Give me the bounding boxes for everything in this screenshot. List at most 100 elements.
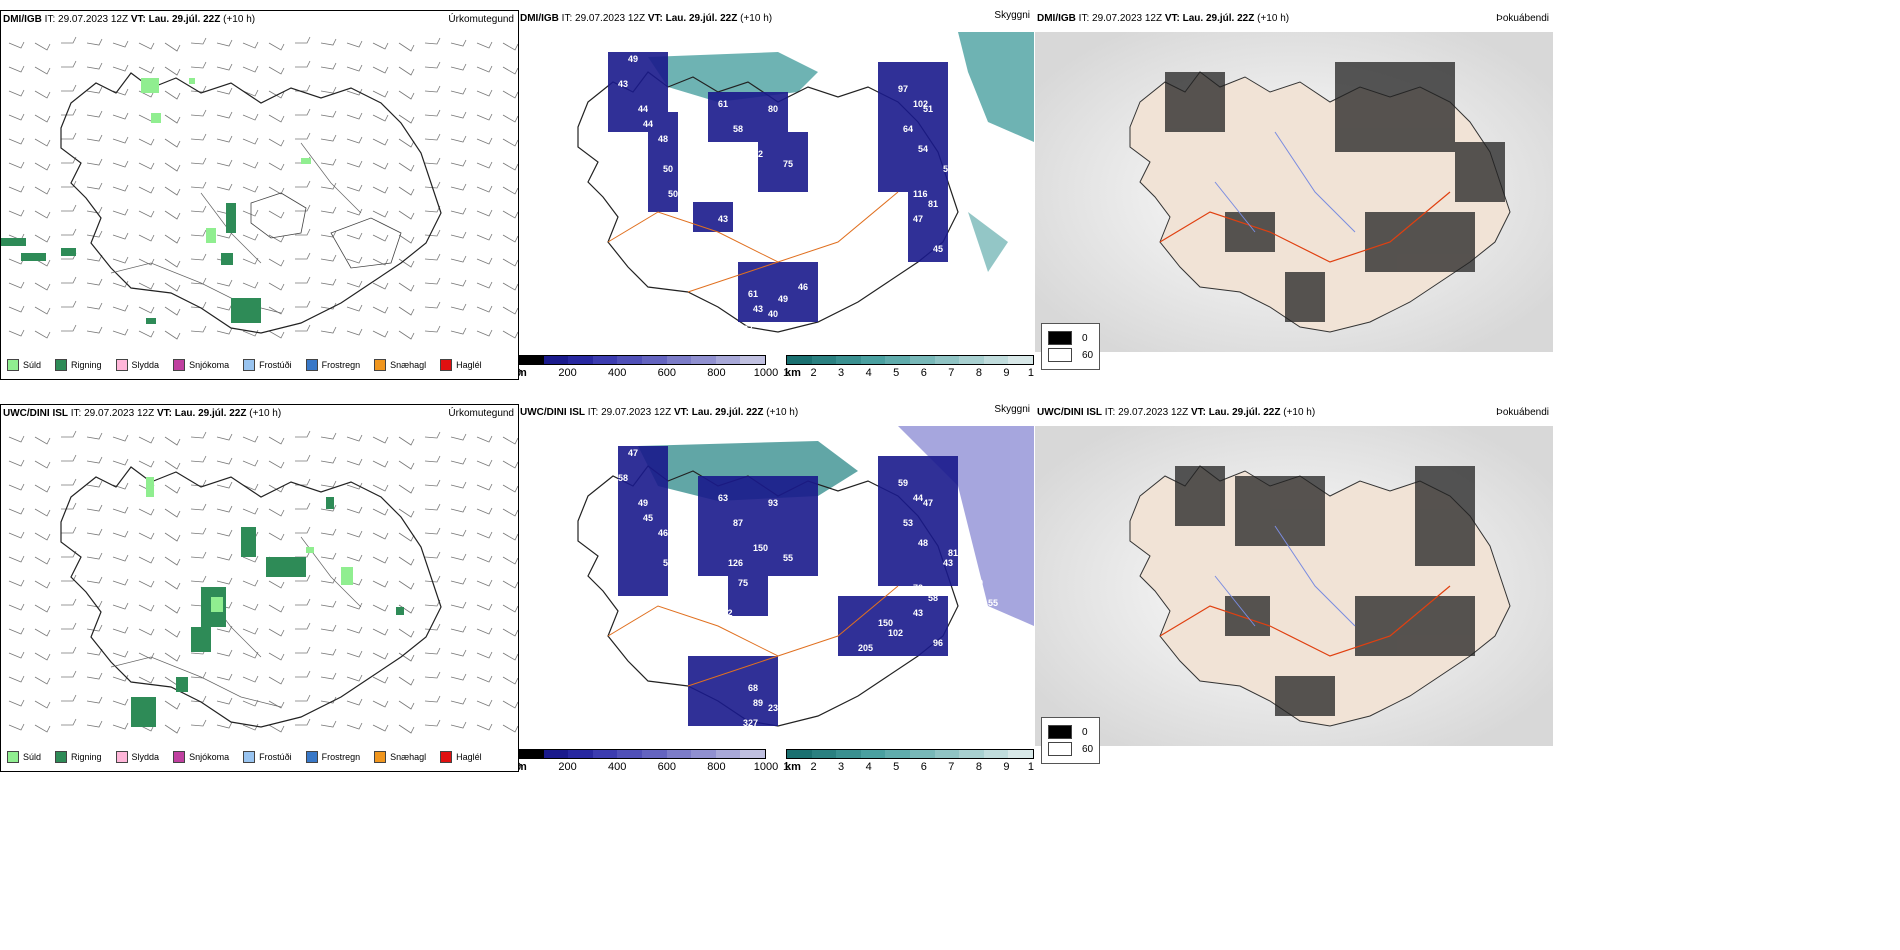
colorbar-tick: 7 [948, 761, 955, 772]
wind-barb-icon [34, 580, 51, 589]
colorbar-tick: 800 [707, 367, 726, 378]
wind-barb-icon [242, 89, 259, 97]
ceiling-value-label: 96 [933, 638, 943, 648]
wind-barb-icon [346, 698, 363, 706]
ceiling-value-label: 47 [923, 498, 933, 508]
wind-barb-icon [320, 432, 337, 440]
wind-barb-icon [424, 37, 441, 45]
wind-barb-icon [502, 42, 518, 51]
model-name: DMI/IGB [1037, 13, 1076, 24]
wind-barb-icon [242, 137, 259, 145]
wind-barb-icon [372, 724, 389, 732]
ceiling-value-label: 176 [798, 676, 813, 686]
glacier-outline [250, 192, 307, 239]
sea-fog [958, 32, 1034, 142]
wind-barb-icon [34, 282, 51, 291]
wind-barb-icon [138, 532, 155, 540]
it-label: IT: [1104, 407, 1116, 418]
roads [1159, 191, 1451, 263]
wind-barb-icon [476, 723, 493, 731]
wind-barb-icon [61, 478, 77, 486]
colorbar-tick: 4 [865, 367, 872, 378]
wind-barb-icon [242, 41, 259, 49]
wind-barb-icon [372, 330, 389, 338]
drizzle-areas [141, 78, 311, 243]
wind-barb-icon [424, 301, 441, 309]
wind-barb-icon [424, 503, 441, 511]
wind-barb-icon [398, 628, 415, 638]
vt-label: VT: [1164, 13, 1180, 24]
panel-header: DMI/IGB IT: 29.07.2023 12Z VT: Lau. 29.j… [1037, 13, 1289, 24]
roads [607, 585, 899, 687]
wind-barb-icon [320, 38, 337, 46]
wind-barb-icon [295, 300, 311, 308]
wind-barb-icon [86, 302, 103, 310]
wind-barb-icon [398, 700, 415, 710]
legend-swatch [440, 751, 453, 763]
wind-barb-icon [86, 648, 103, 656]
colorbar-segment [666, 750, 692, 758]
wind-barb-icon [8, 483, 25, 491]
colorbar-segment [543, 750, 569, 758]
wind-barb-icon [424, 719, 441, 727]
colorbar-segment [617, 356, 642, 364]
wind-barb-icon [320, 110, 337, 118]
wind-barb-icon [34, 258, 51, 267]
wind-barb-icon [242, 699, 259, 707]
panel-top-visibility: DMI/IGB IT: 29.07.2023 12Z VT: Lau. 29.j… [518, 10, 1034, 378]
lead-time: (+10 h) [249, 408, 282, 419]
legend-label: Súld [23, 360, 42, 370]
wind-barb-icon [34, 66, 51, 75]
wind-barb-icon [61, 670, 77, 678]
ceiling-value-label: 58 [958, 139, 968, 149]
wind-barb-icon [112, 40, 129, 48]
wind-barb-icon [190, 157, 207, 165]
ceiling-value-label: 49 [628, 54, 638, 64]
ceiling-value-label: 75 [738, 578, 748, 588]
sea-fog [898, 426, 1034, 626]
lead-time: (+10 h) [740, 13, 773, 24]
colorbar-tick: 600 [657, 367, 676, 378]
wind-barb-icon [450, 481, 467, 489]
wind-barb-icon [268, 436, 285, 445]
fog-legend-label: 0 [1082, 332, 1088, 344]
wind-barb-icon [424, 479, 441, 487]
wind-barb-icon [502, 484, 518, 493]
wind-barb-icon [138, 436, 155, 444]
wind-barb-icon [34, 700, 51, 709]
wind-barb-icon [346, 554, 363, 562]
wind-barb-icon [268, 210, 285, 219]
ceiling-value-label: 46 [798, 282, 808, 292]
colorbar-segment [787, 356, 812, 364]
legend-label: Frostregn [321, 360, 361, 370]
ceiling-value-label: 47 [913, 214, 923, 224]
vt-label: VT: [156, 408, 172, 419]
wind-barb-icon [295, 228, 311, 236]
wind-barb-icon [424, 671, 441, 679]
colorbar-tick: 400 [608, 761, 627, 772]
visibility-map: 4943444448505061588075525053439710251645… [577, 32, 1034, 334]
legend-item: Súld [7, 359, 41, 371]
wind-barb-icon [138, 138, 155, 146]
wind-barb-icon [164, 162, 181, 172]
iceland-outline [60, 72, 442, 334]
wind-barb-icon [86, 158, 103, 166]
wind-barb-icon [34, 556, 51, 565]
fog-legend-swatch [1048, 348, 1072, 362]
panel-title: Þokuábendi [1496, 13, 1549, 24]
ceiling-value-label: 150 [878, 618, 893, 628]
wind-barb-icon [295, 252, 311, 260]
legend-swatch [55, 751, 68, 763]
wind-barb-icon [86, 278, 103, 286]
wind-barb-icon [502, 532, 518, 541]
ceiling-value-label: 150 [753, 543, 768, 553]
wind-barb-icon [372, 436, 389, 444]
colorbar-tick: 9 [1003, 367, 1010, 378]
iceland-outline [577, 71, 959, 333]
wind-barb-icon [164, 114, 181, 124]
wind-barb-icon [164, 258, 181, 268]
wind-barb-icon [268, 484, 285, 493]
wind-barb-icon [502, 580, 518, 589]
wind-barb-icon [476, 531, 493, 539]
